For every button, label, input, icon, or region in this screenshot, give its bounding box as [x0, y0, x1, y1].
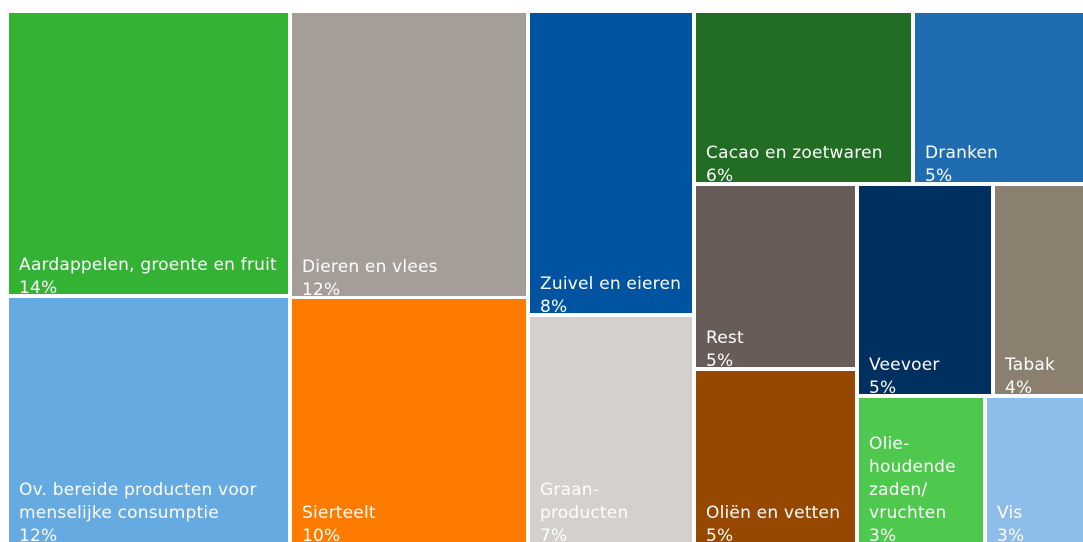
- value-label: 12%: [302, 280, 341, 296]
- tile-label: Rest 5%: [706, 327, 849, 367]
- value-label: 14%: [19, 278, 58, 294]
- tile-label: Dieren en vlees 12%: [302, 256, 520, 296]
- category-label: Olie-houdende zaden/ vruchten: [869, 434, 956, 523]
- value-label: 12%: [19, 526, 58, 542]
- tile-label: Sierteelt 10%: [302, 502, 520, 542]
- tile-label: Tabak 4%: [1005, 354, 1077, 394]
- category-label: Cacao en zoetwaren: [706, 143, 883, 163]
- value-label: 3%: [869, 526, 897, 542]
- value-label: 6%: [706, 166, 734, 182]
- category-label: Vis: [997, 503, 1023, 523]
- tile: Cacao en zoetwaren 6%: [696, 13, 911, 182]
- tile-label: Oliën en vetten 5%: [706, 502, 849, 542]
- tile: Tabak 4%: [995, 186, 1083, 394]
- tile-label: Cacao en zoetwaren 6%: [706, 142, 905, 182]
- tile: Dranken 5%: [915, 13, 1083, 182]
- value-label: 4%: [1005, 378, 1033, 394]
- tile: Ov. bereide producten voor menselijke co…: [9, 298, 288, 542]
- tile: Veevoer 5%: [859, 186, 991, 394]
- category-label: Rest: [706, 328, 744, 348]
- tile-label: Ov. bereide producten voor menselijke co…: [19, 479, 282, 542]
- category-label: Dieren en vlees: [302, 257, 438, 277]
- category-label: Dranken: [925, 143, 999, 163]
- value-label: 5%: [925, 166, 953, 182]
- tile-label: Olie-houdende zaden/ vruchten 3%: [869, 433, 977, 542]
- category-label: Graan-producten: [540, 480, 629, 523]
- tile: Rest 5%: [696, 186, 855, 367]
- tile: Graan-producten 7%: [530, 317, 692, 542]
- category-label: Veevoer: [869, 355, 940, 375]
- value-label: 8%: [540, 297, 568, 313]
- tile-label: Zuivel en eieren 8%: [540, 273, 686, 313]
- tile: Aardappelen, groente en fruit 14%: [9, 13, 288, 294]
- value-label: 7%: [540, 526, 568, 542]
- value-label: 5%: [706, 351, 734, 367]
- tile: Oliën en vetten 5%: [696, 371, 855, 542]
- category-label: Zuivel en eieren: [540, 274, 682, 294]
- tile: Zuivel en eieren 8%: [530, 13, 692, 313]
- category-label: Oliën en vetten: [706, 503, 841, 523]
- category-label: Tabak: [1005, 355, 1056, 375]
- tile: Dieren en vlees 12%: [292, 13, 526, 296]
- value-label: 5%: [706, 526, 734, 542]
- value-label: 3%: [997, 526, 1025, 542]
- tile: Olie-houdende zaden/ vruchten 3%: [859, 398, 983, 542]
- category-label: Sierteelt: [302, 503, 376, 523]
- tile: Vis 3%: [987, 398, 1083, 542]
- tile: Sierteelt 10%: [292, 299, 526, 542]
- value-label: 10%: [302, 526, 341, 542]
- tile-label: Dranken 5%: [925, 142, 1077, 182]
- category-label: Aardappelen, groente en fruit: [19, 255, 277, 275]
- tile-label: Graan-producten 7%: [540, 479, 686, 542]
- value-label: 5%: [869, 378, 897, 394]
- tile-label: Veevoer 5%: [869, 354, 985, 394]
- tile-label: Aardappelen, groente en fruit 14%: [19, 254, 282, 294]
- tile-label: Vis 3%: [997, 502, 1077, 542]
- category-label: Ov. bereide producten voor menselijke co…: [19, 480, 257, 523]
